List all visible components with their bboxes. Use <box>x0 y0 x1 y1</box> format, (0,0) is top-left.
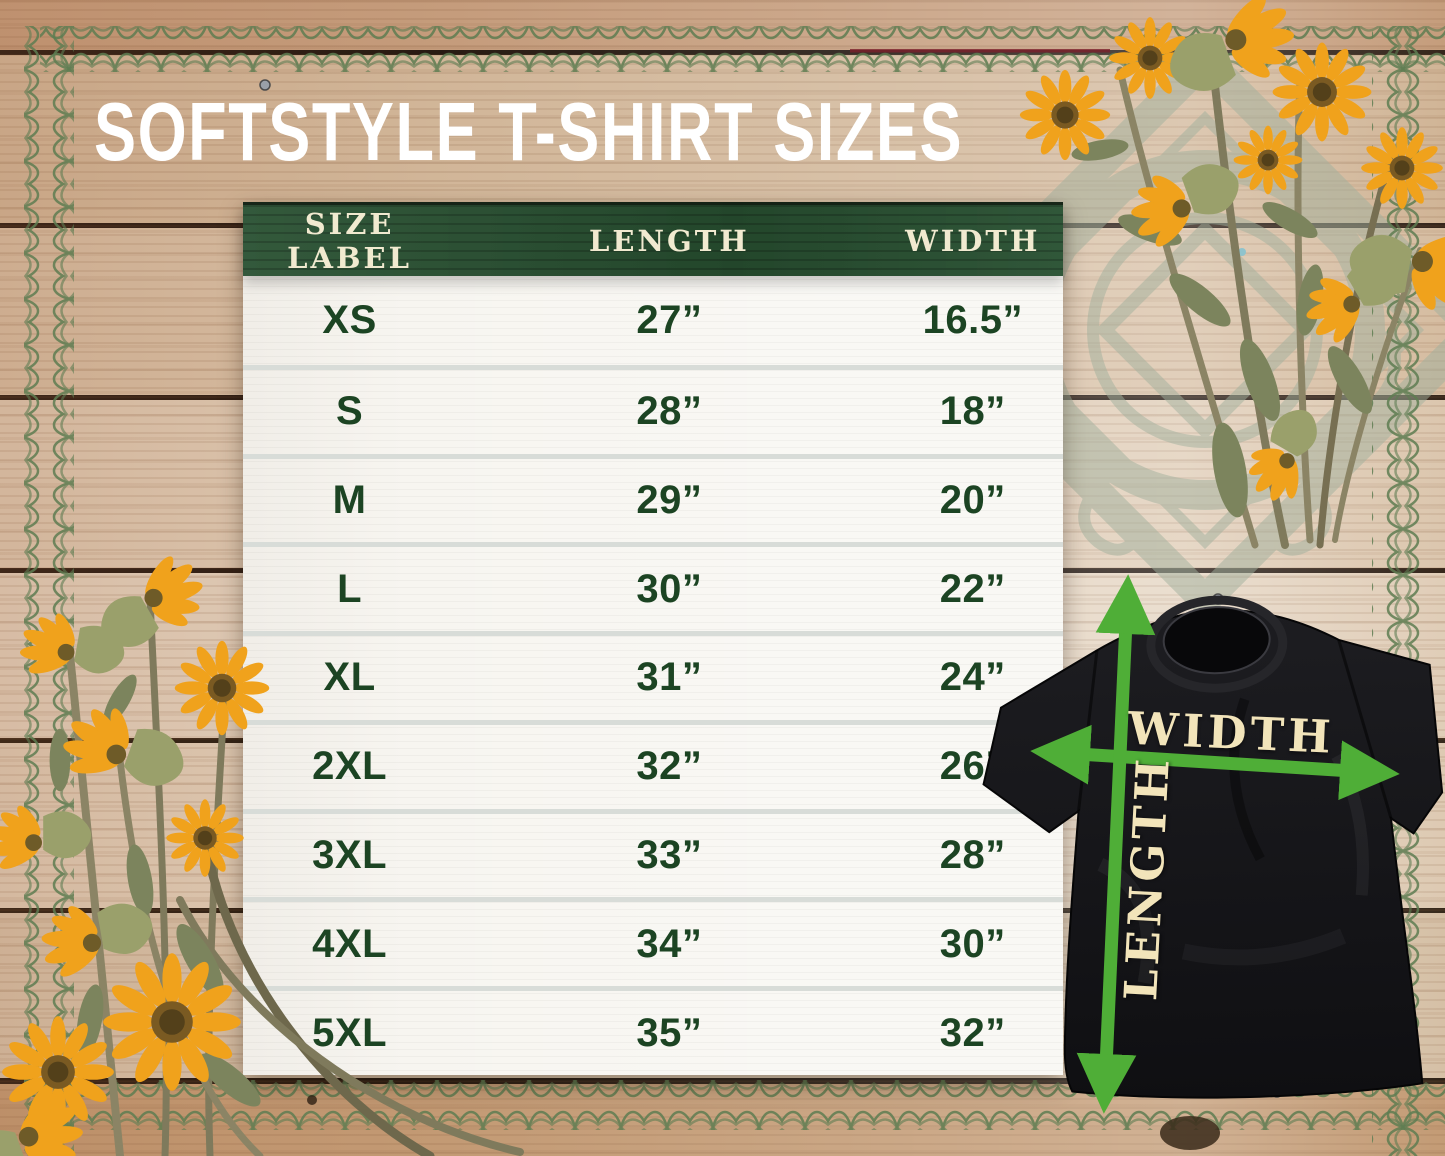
size-table-header: SIZE LABEL LENGTH WIDTH <box>243 202 1063 276</box>
size-table: SIZE LABEL LENGTH WIDTH XS 27” 16.5” S 2… <box>243 202 1063 1075</box>
table-row: 2XL 32” 26” <box>243 719 1063 809</box>
width-cell: 16.5” <box>922 297 1023 342</box>
length-cell: 32” <box>636 744 703 789</box>
sunflowers-top-right <box>1019 0 1445 549</box>
length-cell: 30” <box>636 566 703 611</box>
length-cell: 27” <box>636 297 703 342</box>
size-cell: XS <box>322 297 377 342</box>
header-size-label: SIZE LABEL <box>287 206 413 275</box>
table-row: L 30” 22” <box>243 542 1063 631</box>
width-cell: 28” <box>939 833 1006 878</box>
size-table-body: XS 27” 16.5” S 28” 18” M 29” 20” L 30” 2… <box>243 276 1063 1075</box>
table-row: M 29” 20” <box>243 453 1063 543</box>
length-cell: 33” <box>636 833 703 878</box>
size-cell: 4XL <box>312 921 388 966</box>
size-cell: 3XL <box>312 833 388 878</box>
length-cell: 28” <box>636 389 703 434</box>
red-seam-line <box>850 49 1110 53</box>
width-cell: 18” <box>939 389 1006 434</box>
page-title: SOFTSTYLE T-SHIRT SIZES <box>94 85 964 178</box>
table-row: S 28” 18” <box>243 364 1063 454</box>
shirt-width-label: WIDTH <box>1126 701 1336 764</box>
table-row: 3XL 33” 28” <box>243 808 1063 898</box>
width-cell: 22” <box>939 566 1006 611</box>
size-cell: XL <box>323 655 376 700</box>
length-cell: 35” <box>636 1010 703 1055</box>
length-cell: 29” <box>636 477 703 522</box>
table-row: XS 27” 16.5” <box>243 276 1063 365</box>
size-cell: 2XL <box>312 744 388 789</box>
size-cell: L <box>337 566 363 611</box>
header-length: LENGTH <box>589 223 750 258</box>
width-cell: 30” <box>939 921 1006 966</box>
size-cell: S <box>336 389 364 434</box>
size-cell: 5XL <box>312 1010 388 1055</box>
header-width: WIDTH <box>905 223 1041 258</box>
width-cell: 32” <box>939 1010 1006 1055</box>
table-row: 5XL 35” 32” <box>243 986 1063 1075</box>
width-cell: 20” <box>939 477 1006 522</box>
size-cell: M <box>332 477 367 522</box>
width-cell: 24” <box>939 655 1006 700</box>
tshirt-graphic <box>982 595 1444 1099</box>
wood-knot <box>307 1095 1220 1150</box>
length-arrow <box>1076 574 1156 1114</box>
length-cell: 31” <box>636 655 703 700</box>
sunflowers-left <box>0 543 524 1156</box>
table-row: 4XL 34” 30” <box>243 897 1063 986</box>
table-row: XL 31” 24” <box>243 631 1063 720</box>
length-cell: 34” <box>636 921 703 966</box>
